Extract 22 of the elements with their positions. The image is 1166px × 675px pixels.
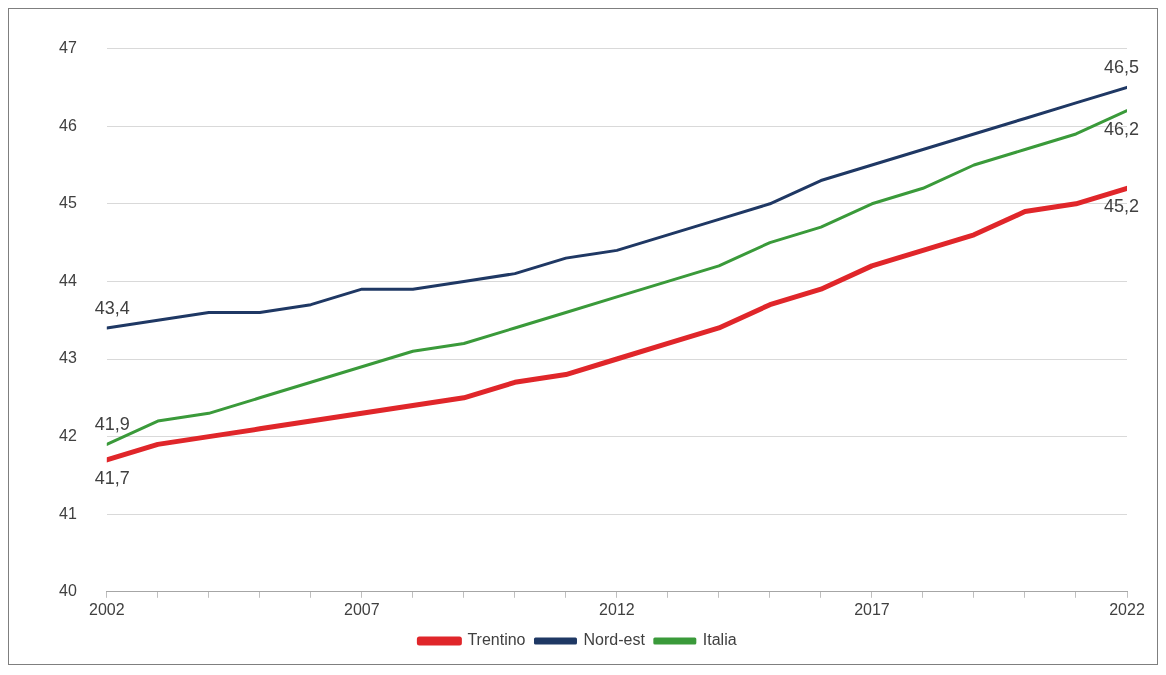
y-tick-label: 41 xyxy=(59,504,77,522)
data-label: 45,2 xyxy=(1103,196,1139,217)
y-tick-label: 43 xyxy=(59,349,77,367)
x-tick-label: 2017 xyxy=(854,600,890,618)
y-tick-label: 47 xyxy=(59,39,77,57)
legend-label: Trentino xyxy=(467,631,526,649)
x-tick-label: 2012 xyxy=(599,600,635,618)
y-tick-label: 42 xyxy=(59,427,77,445)
x-tick-label: 2022 xyxy=(1109,600,1145,618)
data-label: 41,9 xyxy=(94,414,130,435)
data-label: 41,7 xyxy=(94,467,130,488)
y-tick-label: 46 xyxy=(59,116,77,134)
y-tick-label: 40 xyxy=(59,582,77,600)
data-label: 46,2 xyxy=(1103,118,1139,139)
y-tick-label: 45 xyxy=(59,194,77,212)
x-tick-label: 2002 xyxy=(89,600,125,618)
x-tick-label: 2007 xyxy=(344,600,380,618)
legend-label: Italia xyxy=(702,631,737,649)
data-label: 46,5 xyxy=(1103,57,1139,78)
y-tick-label: 44 xyxy=(59,271,77,289)
legend-label: Nord-est xyxy=(583,631,646,649)
data-label: 43,4 xyxy=(94,297,130,318)
